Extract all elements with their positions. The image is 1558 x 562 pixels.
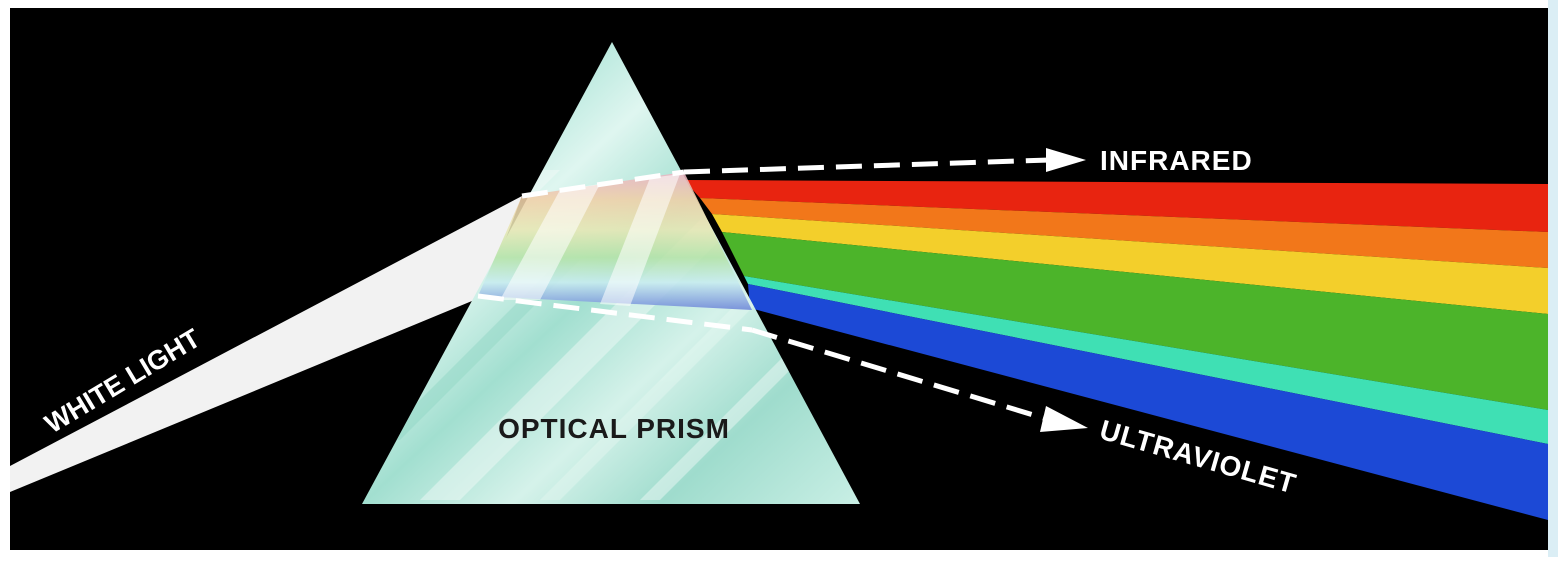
spectrum-band-green (722, 232, 1548, 410)
ultraviolet-arrowhead (1040, 406, 1088, 432)
spectrum-band-cyan (744, 276, 1548, 444)
infrared-arrowhead (1046, 148, 1086, 172)
frame-right-edge (1548, 0, 1558, 557)
infrared-arrow-line (683, 157, 1051, 175)
spectrum-fan (684, 180, 1548, 520)
prism-internal-band-streaks (500, 174, 680, 306)
optical-prism-label: OPTICAL PRISM (498, 413, 730, 444)
spectrum-band-blue (748, 284, 1548, 520)
spectrum-band-yellow (712, 214, 1548, 314)
ultraviolet-inner-dash (477, 293, 753, 333)
spectrum-band-orange (700, 198, 1548, 268)
infrared-inner-dash (521, 169, 685, 199)
infrared-label: INFRARED (1100, 145, 1253, 176)
dashed-guides (477, 157, 1051, 423)
ultraviolet-arrow-line (751, 327, 1051, 423)
white-light-beam (10, 196, 522, 492)
spectrum-band-red (684, 180, 1548, 232)
